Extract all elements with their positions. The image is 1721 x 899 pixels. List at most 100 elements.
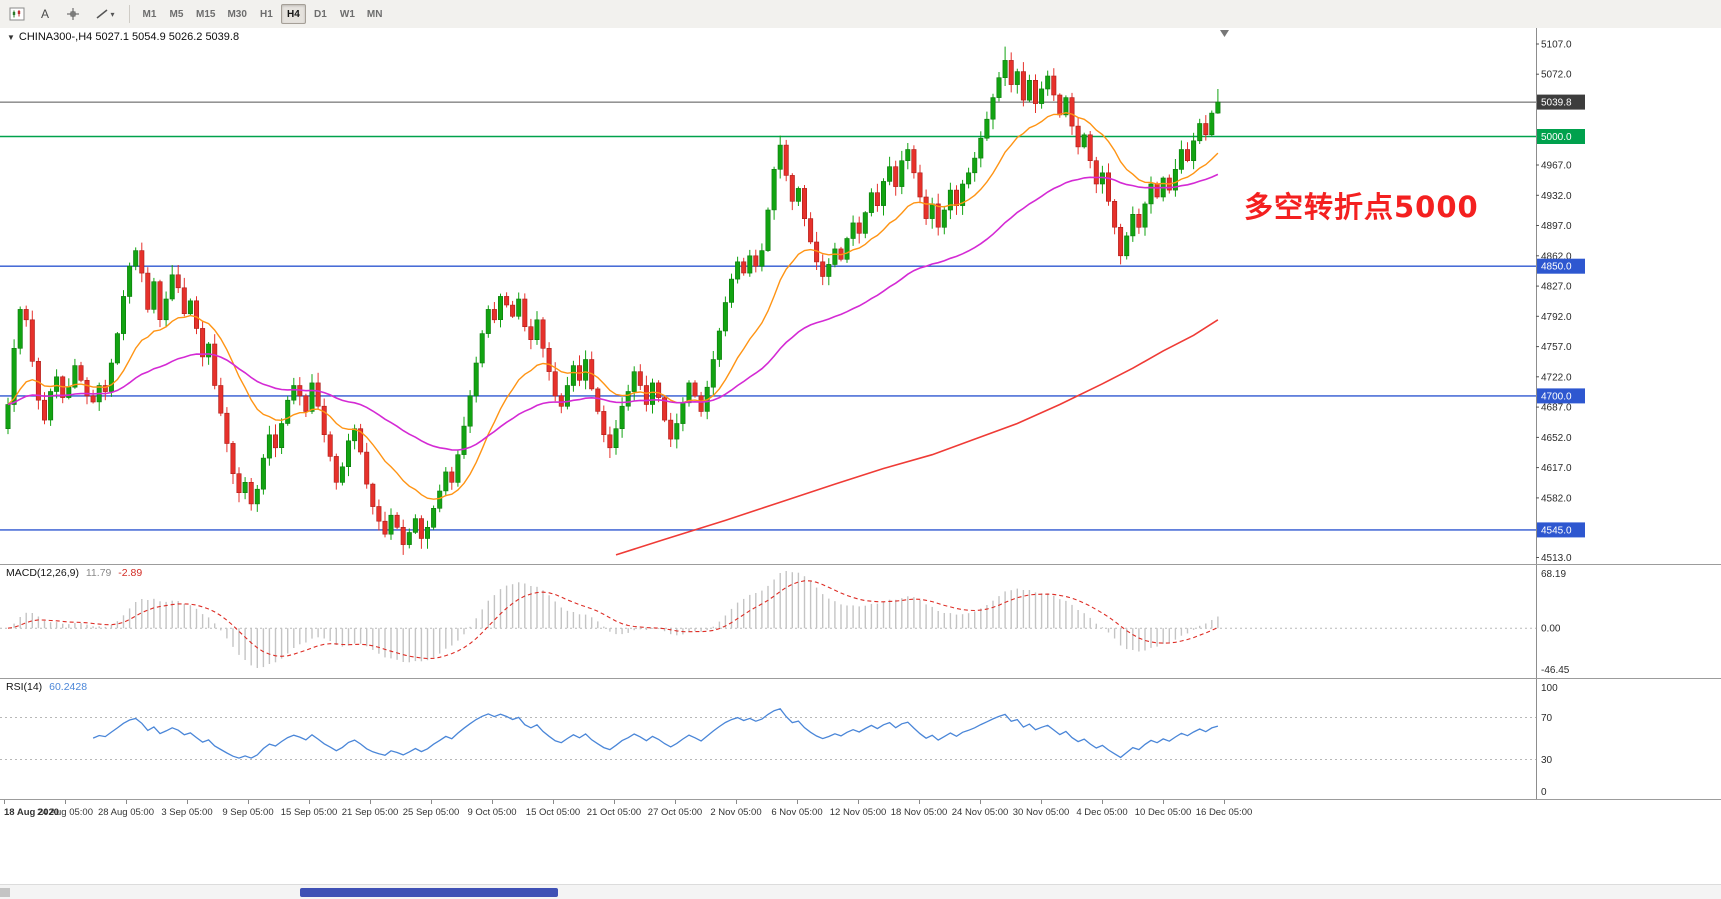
time-axis-label: 27 Oct 05:00: [647, 807, 703, 818]
price-tick-label: 4513.0: [1541, 553, 1572, 564]
macd-main-value: 11.79: [85, 567, 112, 579]
level-5000.0-badge-label: 5000.0: [1541, 132, 1572, 143]
price-tick-label: 4862.0: [1541, 251, 1572, 262]
chevron-down-icon: ▾: [110, 9, 115, 19]
price-tick-label: 4652.0: [1541, 433, 1572, 444]
toolbar-separator: [129, 5, 130, 23]
time-tick-mark: [187, 800, 188, 804]
price-tick-label: 4897.0: [1541, 221, 1572, 232]
toolbar: A ▾ M1 M5 M15 M30 H1 H4 D1 W1 MN: [0, 0, 1721, 29]
time-axis-label: 6 Nov 05:00: [771, 807, 823, 818]
time-axis-label: 16 Dec 05:00: [1195, 807, 1253, 818]
timeframe-m30-button[interactable]: M30: [222, 4, 251, 24]
macd-panel[interactable]: 68.19 0.00 -46.45 MACD(12,26,9) 11.79 -2.8…: [0, 564, 1721, 679]
crosshair-icon: [67, 8, 79, 20]
macd-axis-max: 68.19: [1541, 569, 1566, 580]
level-4700.0-badge-label: 4700.0: [1541, 391, 1572, 402]
macd-chart[interactable]: 68.19 0.00 -46.45: [0, 565, 1721, 678]
macd-signal-line: [7, 580, 1219, 660]
macd-name: MACD(12,26,9): [6, 567, 79, 579]
timeframe-h1-button[interactable]: H1: [254, 4, 279, 24]
timeframe-h4-button[interactable]: H4: [280, 4, 306, 24]
time-axis-label: 12 Nov 05:00: [829, 807, 887, 818]
crosshair-tool-button[interactable]: [60, 2, 86, 26]
main-chart-panel[interactable]: 5107.0 5072.0 4967.0 4932.0 4897.0 4862.0 4827…: [0, 28, 1721, 564]
rsi-axis-70: 70: [1541, 713, 1553, 724]
timeframe-d1-button[interactable]: D1: [308, 4, 333, 24]
rsi-indicator-label: RSI(14) 60.2428: [6, 681, 87, 693]
time-axis-label: 4 Dec 05:00: [1076, 807, 1128, 818]
text-tool-button[interactable]: A: [40, 7, 49, 21]
scrollbar-thumb[interactable]: [300, 888, 558, 897]
timeframe-m1-button[interactable]: M1: [137, 4, 162, 24]
rsi-axis-0: 0: [1541, 787, 1547, 798]
time-axis-label: 15 Oct 05:00: [525, 807, 581, 818]
time-axis-label: 18 Aug 2020: [4, 807, 60, 818]
price-tick-label: 4827.0: [1541, 282, 1572, 293]
time-tick-mark: [65, 800, 66, 804]
time-axis-label: 21 Sep 05:00: [341, 807, 399, 818]
collapse-triangle-icon[interactable]: ▼: [7, 32, 15, 42]
time-axis-label: 28 Aug 05:00: [98, 807, 154, 818]
time-tick-mark: [736, 800, 737, 804]
timeframe-m5-button[interactable]: M5: [164, 4, 189, 24]
time-axis-label: 18 Nov 05:00: [890, 807, 948, 818]
time-tick-mark: [919, 800, 920, 804]
price-tick-label: 5072.0: [1541, 70, 1572, 81]
macd-signal-value: -2.89: [118, 567, 143, 579]
time-axis-label: 15 Sep 05:00: [280, 807, 338, 818]
price-tick-label: 4722.0: [1541, 372, 1572, 383]
time-tick-mark: [980, 800, 981, 804]
time-tick-mark: [370, 800, 371, 804]
price-tick-label: 4967.0: [1541, 161, 1572, 172]
timeframe-mn-button[interactable]: MN: [362, 4, 388, 24]
line-tools-dropdown[interactable]: ▾: [88, 2, 122, 26]
level-5000.0-badge: [1537, 129, 1585, 144]
time-axis-label: 25 Sep 05:00: [402, 807, 460, 818]
time-tick-mark: [431, 800, 432, 804]
time-axis-label: 2 Nov 05:00: [710, 807, 762, 818]
macd-axis-min: -46.45: [1541, 665, 1570, 676]
time-tick-mark: [1224, 800, 1225, 804]
time-axis-label: 3 Sep 05:00: [161, 807, 213, 818]
time-tick-mark: [492, 800, 493, 804]
candlestick-chart[interactable]: 5107.0 5072.0 4967.0 4932.0 4897.0 4862.0 4827…: [0, 28, 1721, 564]
time-tick-mark: [797, 800, 798, 804]
rsi-line: [92, 708, 1219, 759]
timeframe-w1-button[interactable]: W1: [335, 4, 360, 24]
chart-window-button[interactable]: [4, 2, 30, 26]
price-tick-label: 4582.0: [1541, 493, 1572, 504]
time-tick-mark: [675, 800, 676, 804]
rsi-axis-30: 30: [1541, 755, 1553, 766]
candlestick-mini-icon: [9, 7, 25, 21]
rsi-axis-100: 100: [1541, 683, 1558, 694]
timeframe-m15-button[interactable]: M15: [191, 4, 220, 24]
time-tick-mark: [858, 800, 859, 804]
level-4700.0-badge: [1537, 388, 1585, 404]
current-price-badge: [1537, 94, 1585, 110]
price-tick-label: 4687.0: [1541, 403, 1572, 414]
time-axis-label: 24 Nov 05:00: [951, 807, 1009, 818]
ma-mid-line: [7, 173, 1219, 451]
price-tick-label: 4757.0: [1541, 342, 1572, 353]
rsi-name: RSI(14): [6, 681, 43, 693]
time-tick-mark: [309, 800, 310, 804]
time-tick-mark: [126, 800, 127, 804]
time-axis-label: 9 Sep 05:00: [222, 807, 274, 818]
price-tick-label: 5107.0: [1541, 40, 1572, 51]
time-axis[interactable]: 18 Aug 2020 24 Aug 05:00 28 Aug 05:00 3 Sep…: [0, 799, 1721, 826]
chart-title: ▼ CHINA300-,H4 5027.1 5054.9 5026.2 5039…: [7, 31, 239, 43]
price-tick-label: 4617.0: [1541, 463, 1572, 474]
level-4545.0-badge-label: 4545.0: [1541, 525, 1572, 536]
time-axis-label: 9 Oct 05:00: [467, 807, 517, 818]
scrollbar-left-stub: [0, 888, 10, 897]
rsi-chart[interactable]: 100 70 30 0: [0, 679, 1721, 799]
time-axis-label: 30 Nov 05:00: [1012, 807, 1070, 818]
symbol-ohlc-readout: CHINA300-,H4 5027.1 5054.9 5026.2 5039.8: [18, 31, 240, 43]
shift-marker-icon[interactable]: [1220, 30, 1229, 37]
rsi-panel[interactable]: 100 70 30 0 RSI(14) 60.2428: [0, 678, 1721, 800]
price-annotation-text[interactable]: 多空转折点5000: [1244, 190, 1479, 224]
horizontal-scrollbar[interactable]: [0, 884, 1721, 899]
time-axis-label: 24 Aug 05:00: [37, 807, 93, 818]
